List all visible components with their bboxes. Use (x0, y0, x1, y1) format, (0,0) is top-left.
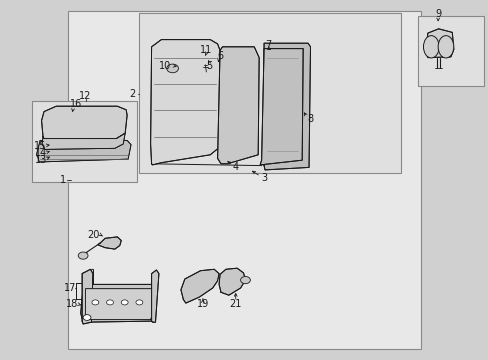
Bar (139, 13, 400, 173)
Text: 6: 6 (217, 51, 223, 61)
Polygon shape (264, 43, 310, 170)
Text: 15: 15 (34, 141, 47, 151)
Bar (32, 101, 137, 182)
Text: 1: 1 (60, 175, 65, 185)
Bar (417, 16, 483, 86)
Text: 10: 10 (159, 60, 171, 71)
Text: 19: 19 (196, 299, 209, 309)
Circle shape (166, 64, 178, 73)
Circle shape (121, 300, 128, 305)
Polygon shape (425, 29, 453, 58)
Polygon shape (81, 284, 155, 322)
Polygon shape (82, 269, 93, 324)
Text: 5: 5 (206, 60, 212, 71)
Polygon shape (219, 268, 245, 295)
Text: 9: 9 (434, 9, 440, 19)
Circle shape (92, 300, 99, 305)
Text: 4: 4 (232, 162, 238, 172)
Polygon shape (151, 270, 159, 322)
Polygon shape (217, 47, 259, 164)
Text: 17: 17 (63, 283, 76, 293)
Text: 11: 11 (200, 45, 212, 55)
Polygon shape (181, 269, 219, 303)
Polygon shape (42, 133, 125, 149)
Polygon shape (98, 237, 121, 249)
Circle shape (78, 252, 88, 259)
Text: 16: 16 (69, 99, 82, 109)
Polygon shape (37, 140, 131, 162)
Text: 13: 13 (34, 155, 47, 165)
Circle shape (106, 300, 113, 305)
Text: 20: 20 (87, 230, 100, 240)
Polygon shape (85, 289, 151, 320)
Circle shape (240, 276, 250, 284)
Polygon shape (260, 49, 303, 165)
Polygon shape (41, 106, 127, 140)
Circle shape (83, 315, 91, 320)
Bar (68, 11, 420, 349)
Polygon shape (150, 40, 220, 165)
Text: 18: 18 (66, 299, 79, 309)
Ellipse shape (423, 36, 438, 58)
Text: 8: 8 (307, 114, 313, 124)
Text: 7: 7 (264, 40, 270, 50)
Ellipse shape (437, 36, 453, 58)
Text: 2: 2 (129, 89, 135, 99)
Text: 21: 21 (229, 299, 242, 309)
Text: 12: 12 (79, 91, 92, 102)
Text: 14: 14 (34, 148, 47, 158)
Text: 3: 3 (261, 173, 266, 183)
Circle shape (136, 300, 142, 305)
